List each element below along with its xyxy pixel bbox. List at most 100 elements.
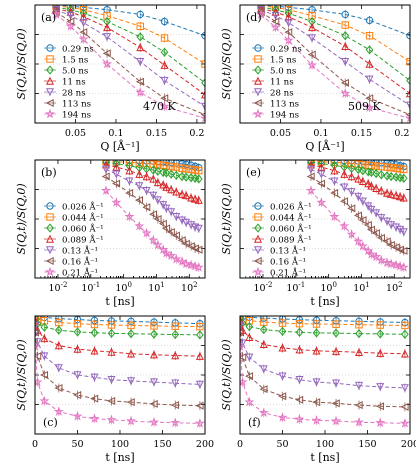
data-point: [194, 195, 203, 204]
data-point: [201, 31, 205, 40]
fit-line: [310, 190, 404, 268]
data-point: [166, 227, 175, 236]
data-point: [331, 399, 340, 408]
data-point: [149, 399, 158, 408]
data-point: [307, 59, 318, 70]
data-point: [200, 113, 205, 123]
data-point: [259, 340, 268, 349]
data-point: [79, 19, 88, 28]
data-point: [375, 417, 386, 428]
data-point: [149, 416, 159, 427]
data-point: [107, 328, 116, 338]
data-point: [277, 412, 288, 422]
panel-label: (e): [246, 166, 261, 179]
data-point: [182, 172, 191, 182]
legend-swatch: [45, 108, 55, 119]
data-point: [358, 216, 367, 225]
data-point: [53, 406, 64, 416]
data-point: [365, 59, 374, 68]
data-point: [187, 165, 195, 174]
x-axis-label: Q [Å⁻¹]: [305, 139, 344, 153]
legend-label: 0.044 Å⁻¹: [62, 211, 104, 223]
data-point: [148, 210, 158, 219]
data-point: [245, 353, 254, 362]
data-point: [162, 182, 171, 191]
x-tick-label: 10-2: [253, 281, 272, 294]
data-point: [194, 174, 203, 184]
legend-swatch: [45, 76, 55, 85]
data-point: [54, 364, 63, 373]
data-point: [399, 193, 408, 202]
data-point: [73, 391, 82, 400]
data-point: [244, 396, 255, 407]
data-point: [367, 225, 376, 234]
legend-label: 0.21 Å⁻¹: [62, 266, 98, 278]
data-point: [341, 41, 350, 50]
data-point: [306, 172, 315, 181]
data-point: [382, 257, 393, 267]
fit-line: [310, 176, 404, 252]
y-axis-label: S(Q,t)/S(Q,0): [220, 28, 233, 99]
series-group: [305, 160, 409, 272]
legend-label: 0.21 Å⁻¹: [270, 266, 306, 278]
data-point: [240, 339, 247, 348]
data-point: [136, 32, 145, 42]
data-point: [127, 377, 136, 386]
data-point: [354, 174, 363, 183]
data-point: [125, 189, 134, 198]
data-point: [399, 173, 408, 183]
x-axis-label: t [ns]: [310, 451, 339, 464]
data-point: [331, 415, 342, 426]
data-point: [127, 329, 135, 339]
data-point: [142, 172, 151, 181]
data-point: [245, 322, 254, 332]
data-point: [330, 189, 339, 198]
legend-label: 0.13 Å⁻¹: [270, 244, 306, 256]
data-point: [354, 164, 363, 175]
data-point: [149, 174, 158, 183]
data-point: [161, 247, 172, 258]
fit-line: [105, 164, 199, 201]
data-point: [195, 380, 204, 389]
data-point: [90, 346, 99, 355]
x-tick-label: 0.05: [65, 128, 86, 139]
data-point: [365, 16, 374, 25]
data-point: [383, 188, 392, 197]
data-point: [278, 326, 287, 336]
data-point: [172, 170, 181, 180]
fit-line: [56, 5, 205, 37]
data-point: [354, 416, 364, 427]
data-point: [195, 351, 204, 360]
data-point: [391, 243, 400, 252]
data-point: [158, 219, 167, 228]
data-point: [363, 245, 374, 256]
data-point: [340, 183, 349, 192]
axes-frame: [34, 315, 206, 435]
fit-line: [310, 161, 404, 179]
data-point: [376, 383, 385, 392]
data-point: [153, 214, 162, 224]
data-point: [400, 349, 409, 358]
data-point: [382, 237, 391, 246]
data-point: [354, 348, 364, 357]
data-point: [376, 255, 387, 265]
data-point: [125, 166, 134, 175]
data-point: [259, 365, 268, 374]
data-point: [332, 379, 341, 388]
data-point: [295, 376, 304, 385]
data-point: [364, 179, 373, 188]
data-point: [405, 89, 410, 98]
data-point: [278, 319, 287, 327]
legend-label: 11 ns: [62, 77, 86, 87]
data-point: [367, 181, 376, 190]
data-point: [127, 349, 136, 358]
legend-label: 1.5 ns: [62, 55, 88, 65]
data-point: [372, 184, 381, 193]
data-point: [367, 167, 376, 177]
data-point: [200, 102, 205, 111]
legend-swatch: [253, 266, 263, 277]
legend-label: 0.060 Å⁻¹: [62, 222, 104, 234]
data-point: [340, 88, 351, 98]
data-point: [312, 320, 321, 328]
data-point: [372, 168, 381, 179]
